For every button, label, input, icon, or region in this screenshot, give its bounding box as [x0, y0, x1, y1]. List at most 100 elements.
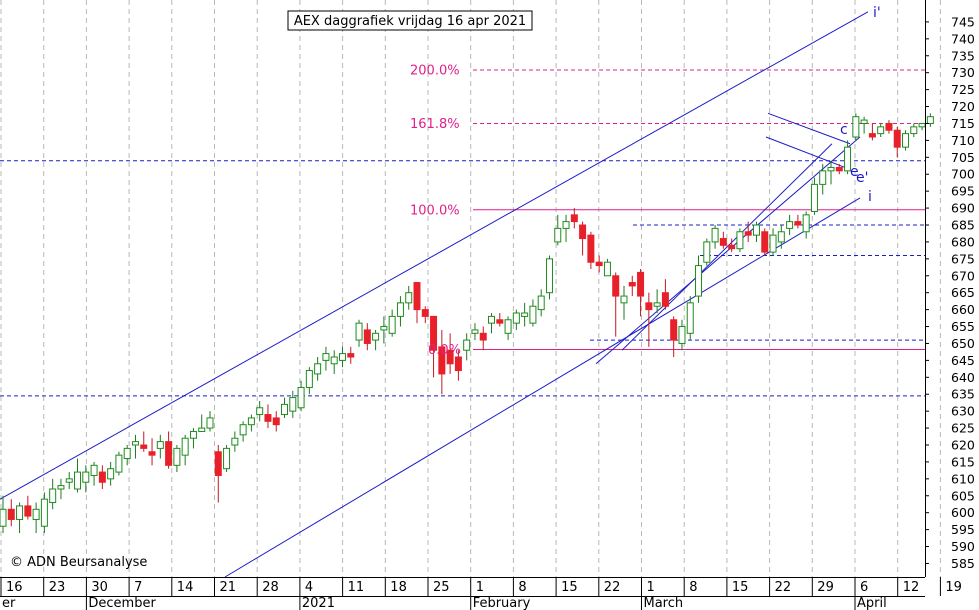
fib-level-label: 200.0% — [410, 63, 460, 78]
y-tick-label: 645 — [951, 353, 975, 368]
candle — [305, 367, 313, 395]
candle-body — [297, 386, 305, 409]
candle — [678, 319, 686, 351]
candle-body — [330, 356, 338, 365]
candle — [570, 208, 578, 229]
candle — [396, 296, 404, 327]
candle — [545, 255, 553, 300]
candle-body — [545, 258, 553, 294]
candle — [670, 316, 678, 357]
candle-body — [16, 505, 24, 520]
candle-body — [363, 329, 371, 344]
candle — [454, 350, 462, 381]
y-tick-label: 745 — [951, 14, 975, 29]
candle-body — [678, 326, 686, 344]
candle — [612, 272, 620, 337]
candle — [40, 492, 48, 533]
y-tick-label: 675 — [951, 251, 975, 266]
y-tick-label: 595 — [951, 522, 975, 537]
candle — [744, 221, 752, 242]
x-day-label: 30 — [91, 580, 108, 595]
candle-body — [454, 356, 462, 372]
candle — [827, 160, 835, 185]
candle-body — [165, 441, 173, 466]
candle-body — [7, 508, 15, 520]
candle-body — [405, 292, 413, 304]
candle-body — [446, 349, 454, 365]
candle — [380, 316, 388, 344]
candle — [579, 221, 587, 256]
candle-body — [902, 133, 910, 148]
candle-body — [918, 122, 926, 128]
candle-body — [488, 315, 496, 324]
candle-body — [396, 302, 404, 317]
trend-line — [0, 11, 869, 500]
candle-body — [131, 441, 139, 446]
candle — [355, 319, 363, 347]
candle-body — [107, 468, 115, 480]
x-day-label: 8 — [518, 580, 526, 595]
candle — [554, 214, 562, 246]
candle — [115, 451, 123, 476]
y-tick-label: 635 — [951, 387, 975, 402]
candle — [74, 458, 82, 493]
candle-body — [223, 447, 231, 470]
candle — [868, 123, 876, 141]
candle — [430, 315, 438, 378]
candle-body — [479, 332, 487, 341]
x-day-label: 23 — [49, 580, 66, 595]
candle — [777, 225, 785, 249]
x-day-label: 28 — [262, 580, 279, 595]
candle — [239, 421, 247, 442]
trend-line — [767, 112, 851, 145]
y-tick-label: 695 — [951, 184, 975, 199]
plot-background — [0, 0, 925, 577]
candle — [794, 214, 802, 229]
candle-body — [512, 312, 520, 324]
x-day-label: 29 — [817, 580, 834, 595]
candle-body — [214, 451, 222, 476]
candle-body — [562, 221, 570, 229]
y-tick-label: 730 — [951, 65, 975, 80]
candle-body — [239, 424, 247, 436]
candle-body — [24, 505, 32, 517]
candle-body — [736, 231, 744, 250]
candle — [844, 140, 852, 175]
candle-body — [810, 183, 818, 212]
x-day-label: 18 — [390, 580, 407, 595]
candle-body — [57, 485, 65, 490]
candle-body — [115, 454, 123, 473]
candle — [297, 380, 305, 412]
candle — [504, 316, 512, 341]
candle — [661, 279, 669, 310]
candle-body — [372, 332, 380, 341]
candle — [835, 164, 843, 175]
candle-body — [686, 302, 694, 334]
candle — [761, 228, 769, 256]
y-tick-label: 620 — [951, 438, 975, 453]
candle — [711, 225, 719, 249]
candle — [123, 445, 131, 466]
candle-body — [570, 214, 578, 223]
candle — [7, 499, 15, 527]
candle — [786, 214, 794, 236]
candle-body — [49, 488, 57, 504]
candle — [603, 258, 611, 277]
candle — [231, 431, 239, 452]
candle-body — [670, 319, 678, 341]
candle-body — [305, 370, 313, 388]
candle — [521, 302, 529, 327]
candle-body — [695, 265, 703, 297]
candle-body — [148, 451, 156, 456]
chart-title: AEX daggrafiek vrijdag 16 apr 2021 — [294, 14, 526, 29]
candle — [438, 329, 446, 395]
candle — [910, 123, 918, 137]
candle-body — [430, 315, 438, 351]
candle — [24, 495, 32, 520]
candle — [98, 465, 106, 489]
x-day-label: 15 — [732, 580, 749, 595]
candle — [322, 346, 330, 371]
candle-body — [752, 224, 760, 236]
x-day-label: 12 — [903, 580, 920, 595]
